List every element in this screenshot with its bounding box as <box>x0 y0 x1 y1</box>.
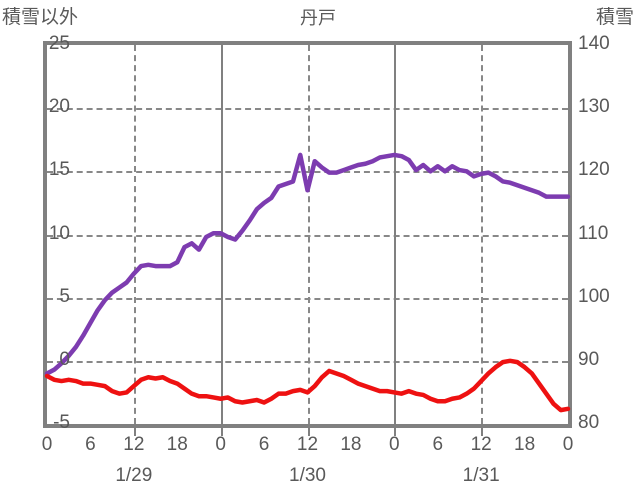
gridline-day-boundary <box>394 45 397 424</box>
plot-area <box>43 41 572 428</box>
right-axis-tick-label: 130 <box>578 96 610 118</box>
right-axis-tick-label: 110 <box>578 222 609 244</box>
right-axis-tick-label: 80 <box>578 412 600 433</box>
right-axis-tick-label: 100 <box>578 285 610 307</box>
right-axis-tick-label: 90 <box>578 348 600 370</box>
x-axis-tick-mark <box>133 428 136 436</box>
gridline-vertical <box>481 45 484 424</box>
x-axis-tick-label: 12 <box>470 434 492 455</box>
gridline-vertical <box>307 45 310 424</box>
x-axis-tick-label: 18 <box>166 434 188 455</box>
right-axis-tick-label: 120 <box>578 159 610 181</box>
x-axis-tick-label: 6 <box>258 434 270 455</box>
left-axis-tick-label: 5 <box>59 285 70 307</box>
left-axis-tick-label: 20 <box>48 96 70 118</box>
left-axis-title: 積雪以外 <box>2 7 79 28</box>
left-axis-tick-label: -5 <box>53 412 70 433</box>
x-axis-tick-mark <box>394 428 397 436</box>
x-axis-tick-label: 6 <box>432 434 444 455</box>
x-axis-date-label: 1/30 <box>289 465 326 486</box>
right-axis-tick-label: 140 <box>578 33 610 54</box>
series-layer <box>44 152 571 413</box>
x-axis-date-label: 1/31 <box>462 465 500 486</box>
gridline-vertical <box>133 45 136 424</box>
left-axis-tick-label: 10 <box>48 222 70 244</box>
x-axis-tick-label: 6 <box>85 434 96 455</box>
right-axis-title: 積雪 <box>595 7 634 28</box>
other-line <box>44 358 571 413</box>
x-axis-tick-label: 0 <box>41 434 53 455</box>
x-axis-tick-label: 18 <box>514 434 536 455</box>
left-axis-tick-label: 0 <box>59 348 70 370</box>
x-axis-tick-label: 12 <box>123 434 145 455</box>
x-axis-date-label: 1/29 <box>115 465 153 486</box>
snow-depth-line <box>44 152 571 376</box>
left-axis-tick-label: 25 <box>48 33 70 54</box>
x-axis-tick-label: 0 <box>215 434 226 455</box>
x-axis-tick-mark <box>481 428 484 436</box>
x-axis-tick-label: 0 <box>389 434 400 455</box>
x-axis-tick-label: 12 <box>296 434 319 455</box>
x-axis-tick-mark <box>220 428 223 436</box>
x-axis-tick-label: 0 <box>562 434 574 455</box>
x-axis-tick-mark <box>307 428 310 436</box>
left-axis-tick-label: 15 <box>48 159 70 181</box>
x-axis-tick-label: 18 <box>340 434 362 455</box>
page-title: 丹戸 <box>300 8 336 28</box>
